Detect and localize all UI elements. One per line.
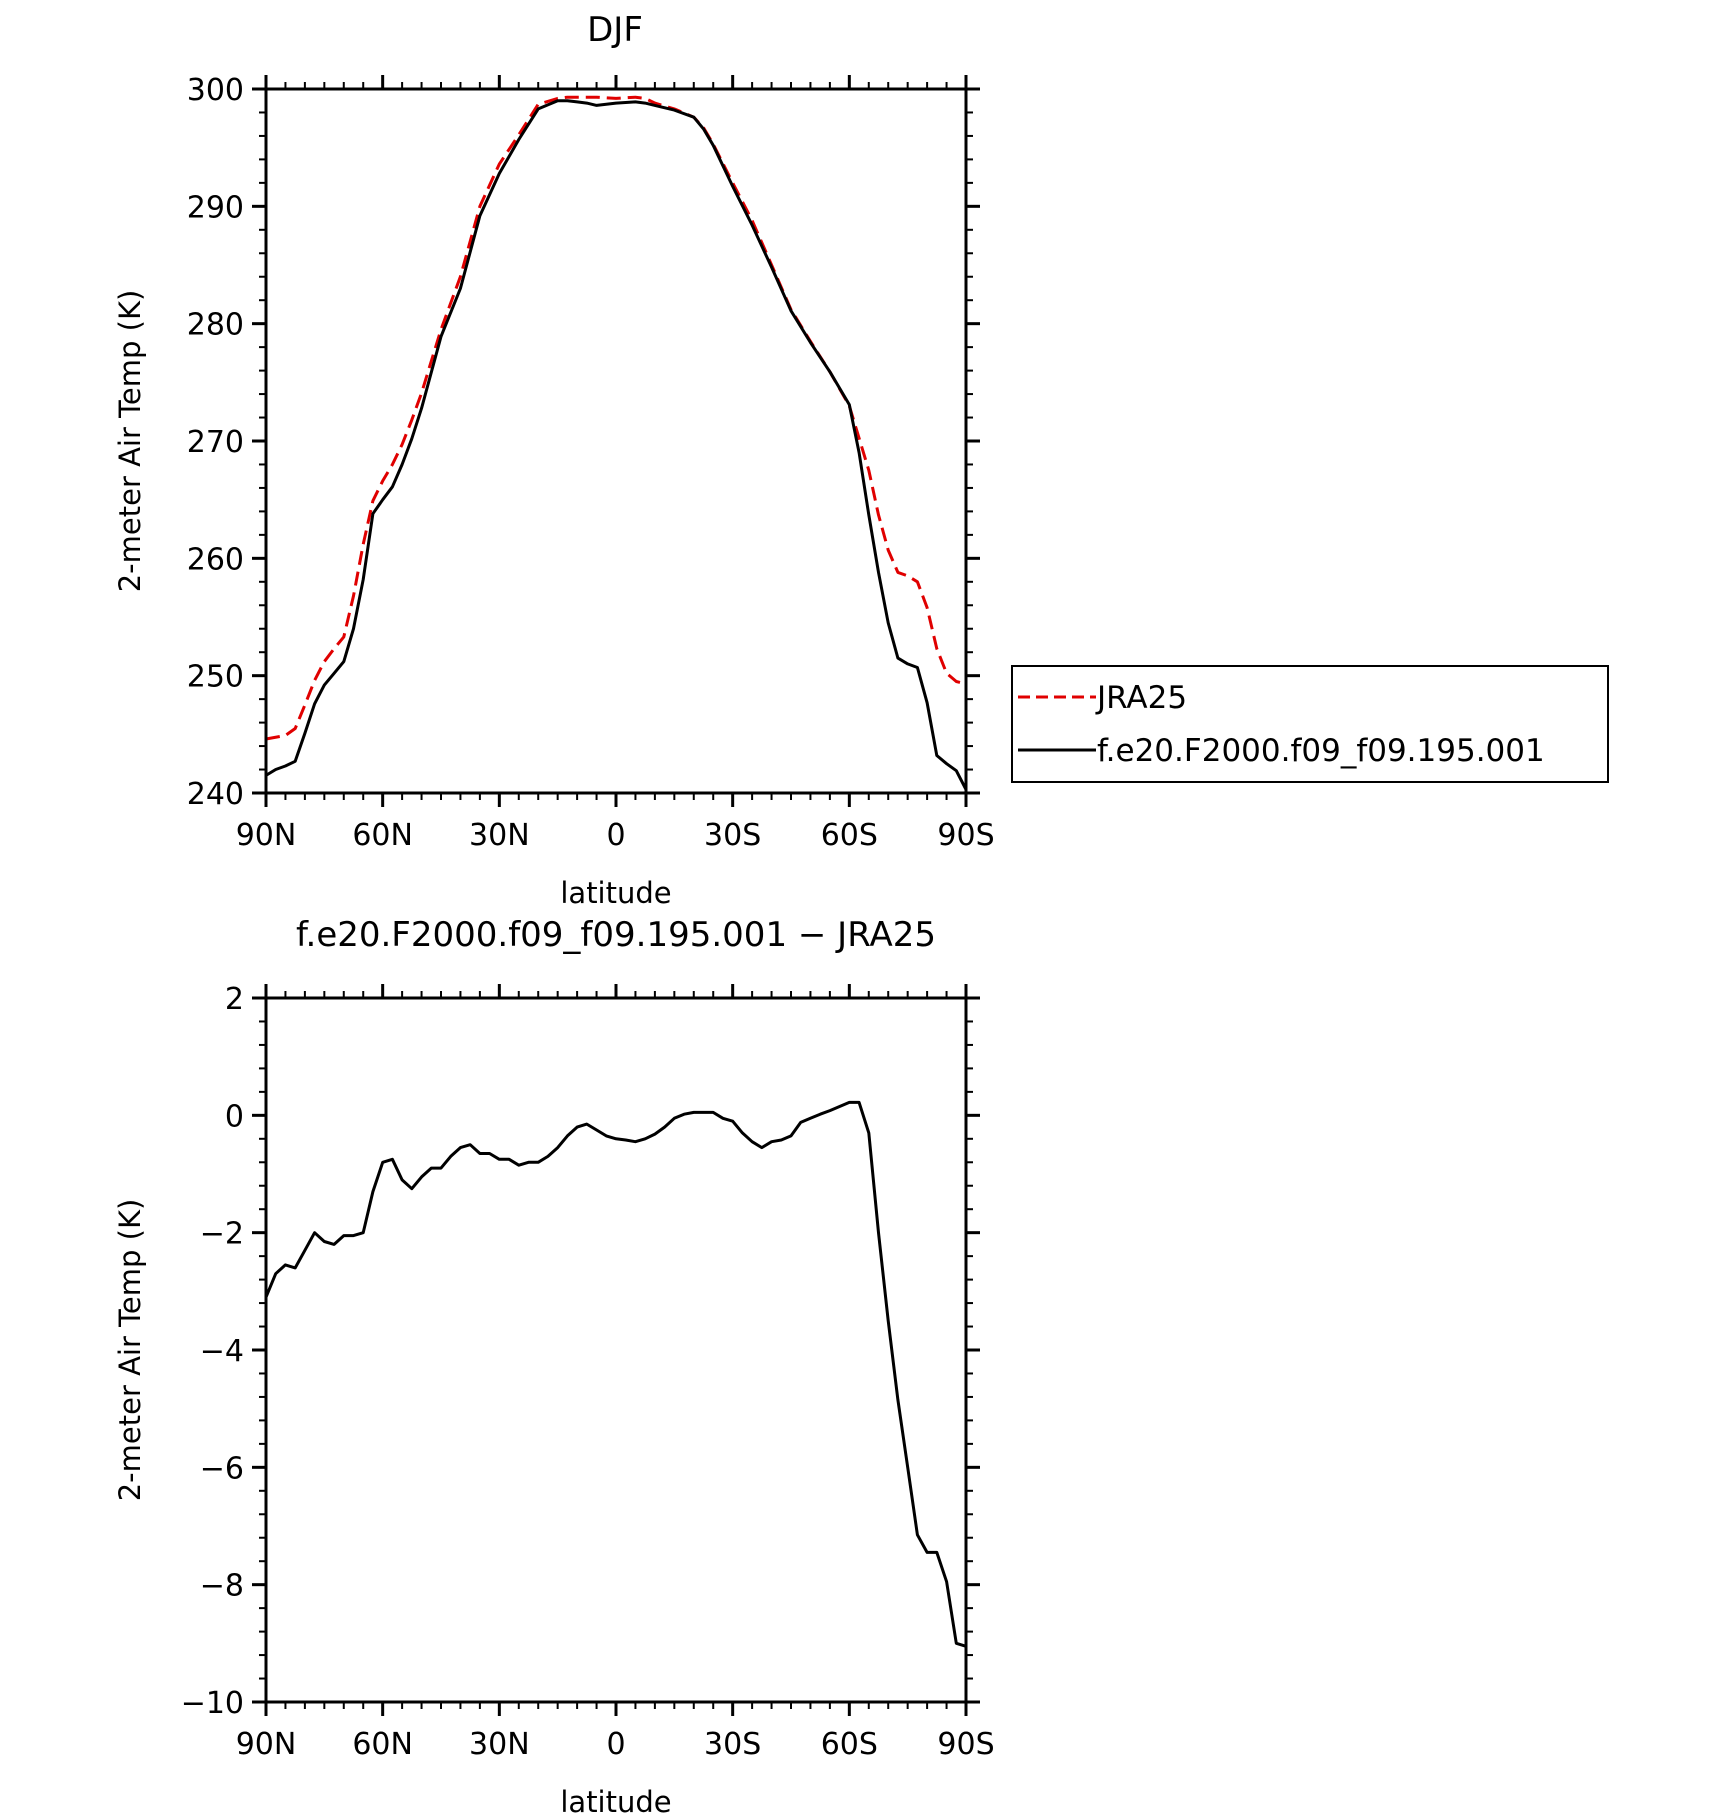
legend-box: [1011, 665, 1609, 783]
bottom-panel: f.e20.F2000.f09_f09.195.001 − JRA25 90N 6…: [113, 915, 995, 1816]
bottom-plot-area: [264, 1100, 967, 1648]
x-tick-label: 90S: [937, 818, 994, 853]
y-tick-label: −2: [200, 1217, 244, 1252]
bottom-chart-title: f.e20.F2000.f09_f09.195.001 − JRA25: [296, 915, 936, 955]
bottom-x-axis-label: latitude: [560, 1785, 671, 1816]
y-tick-label: 290: [187, 190, 244, 225]
bottom-x-tick-labels: 90N 60N 30N 0 30S 60S 90S: [236, 1727, 995, 1762]
y-tick-label: −10: [181, 1686, 244, 1721]
legend-label-model: f.e20.F2000.f09_f09.195.001: [1097, 733, 1545, 769]
top-plot-area: [265, 95, 968, 791]
legend-item-model: f.e20.F2000.f09_f09.195.001: [1018, 733, 1545, 769]
y-tick-label: −8: [200, 1569, 244, 1604]
y-tick-label: 280: [187, 308, 244, 343]
legend-item-jra25: JRA25: [1018, 680, 1187, 716]
top-axis-ticks: [252, 75, 980, 807]
y-tick-label: 300: [187, 73, 244, 108]
x-tick-label: 30S: [704, 818, 761, 853]
y-tick-label: −4: [200, 1334, 244, 1369]
y-tick-label: 240: [187, 777, 244, 812]
x-tick-label: 60N: [352, 818, 413, 853]
top-x-tick-labels: 90N 60N 30N 0 30S 60S 90S: [236, 818, 995, 853]
x-tick-label: 0: [606, 1727, 625, 1762]
top-panel: DJF 90N 60N 30N 0 30S 60S 90S 2402502602702802…: [113, 10, 995, 910]
x-tick-label: 60S: [821, 1727, 878, 1762]
y-tick-label: 2: [225, 982, 244, 1017]
x-tick-label: 90N: [236, 1727, 297, 1762]
top-plot-frame: [264, 87, 968, 795]
x-tick-label: 0: [606, 818, 625, 853]
x-tick-label: 60S: [821, 818, 878, 853]
top-x-axis-label: latitude: [560, 876, 671, 910]
bottom-axis-ticks: [252, 984, 980, 1716]
y-tick-label: 250: [187, 660, 244, 695]
x-tick-label: 90N: [236, 818, 297, 853]
x-tick-label: 30N: [469, 818, 530, 853]
y-tick-label: −6: [200, 1451, 244, 1486]
top-chart-title: DJF: [587, 10, 643, 50]
series-line-0: [264, 1100, 967, 1648]
top-y-tick-labels: 240 250 260 270 280 290 300: [187, 73, 244, 812]
bottom-plot-frame: [264, 996, 968, 1704]
x-tick-label: 30N: [469, 1727, 530, 1762]
series-line-jra25: [265, 95, 967, 741]
bottom-y-tick-labels: 2 0 −2 −4 −6 −8 −10: [181, 982, 244, 1721]
y-tick-label: 0: [225, 1099, 244, 1134]
legend: JRA25 f.e20.F2000.f09_f09.195.001: [1011, 665, 1609, 783]
x-tick-label: 60N: [352, 1727, 413, 1762]
x-tick-label: 90S: [937, 1727, 994, 1762]
bottom-y-axis-label: 2-meter Air Temp (K): [113, 1199, 147, 1502]
x-tick-label: 30S: [704, 1727, 761, 1762]
series-line-f-e20-f2000-f09-f09-195-001: [265, 99, 968, 791]
legend-label-jra25: JRA25: [1095, 680, 1187, 716]
y-tick-label: 270: [187, 425, 244, 460]
top-y-axis-label: 2-meter Air Temp (K): [113, 290, 147, 593]
y-tick-label: 260: [187, 542, 244, 577]
